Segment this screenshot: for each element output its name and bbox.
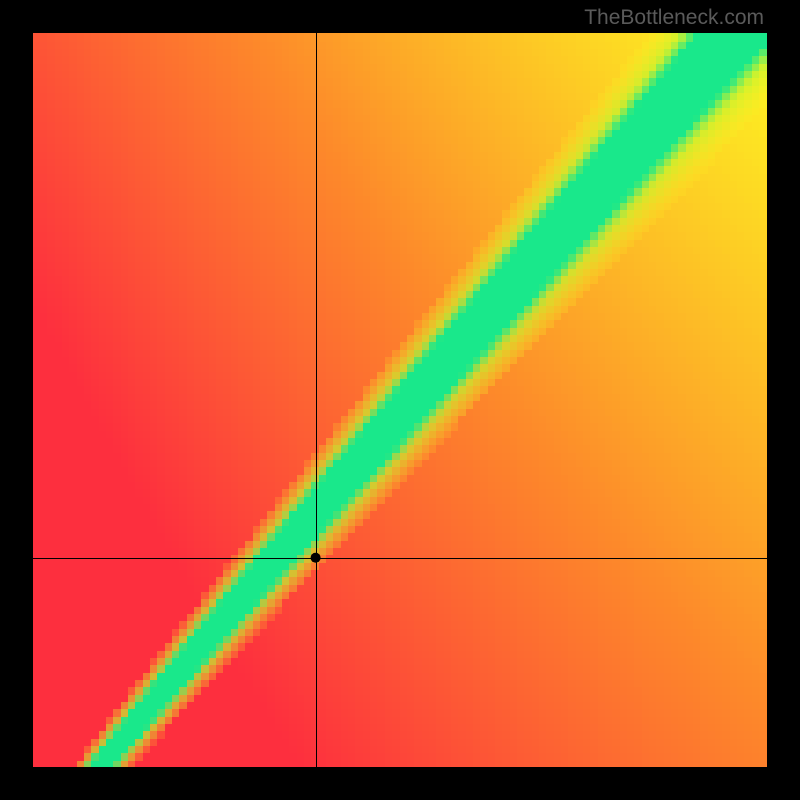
watermark-text: TheBottleneck.com (584, 6, 764, 30)
bottleneck-heatmap (33, 33, 767, 767)
chart-container: TheBottleneck.com (0, 0, 800, 800)
